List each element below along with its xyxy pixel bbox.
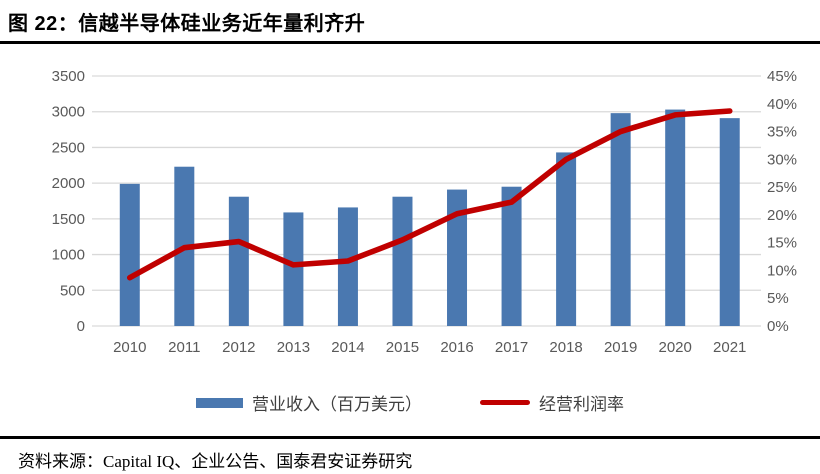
bar-2015 [392,196,413,326]
left-axis-tick: 500 [60,282,85,299]
chart-title: 图 22：信越半导体硅业务近年量利齐升 [8,13,366,35]
left-axis-tick: 0 [77,318,85,335]
bar-2014 [337,207,358,326]
chart-canvas: 0 500 1000 1500 2000 2500 3000 3500 0% 5% 10% 15% 20… [52,68,797,356]
legend-bar-swatch [196,397,243,408]
legend-line-swatch [480,400,530,405]
left-axis-tick: 2500 [52,139,85,156]
x-axis-label-2018: 2018 [549,339,582,356]
right-axis-tick: 0% [767,318,789,335]
right-axis-tick: 45% [767,68,797,85]
legend-line-label: 经营利润率 [539,395,624,414]
x-axis-label-2021: 2021 [713,339,746,356]
left-axis-tick: 1500 [52,211,85,228]
right-axis-tick: 20% [767,207,797,224]
bar-2017 [501,186,522,326]
bar-2020 [665,109,686,326]
chart-legend: 营业收入（百万美元） 经营利润率 [0,390,820,415]
bar-2016 [447,189,468,326]
x-axis-label-2017: 2017 [495,339,528,356]
right-axis-tick: 5% [767,290,789,307]
legend-item-margin: 经营利润率 [480,390,624,415]
x-axis-label-2015: 2015 [386,339,419,356]
bar-2013 [283,212,304,326]
x-axis-label-2014: 2014 [331,339,364,356]
x-axis-label-2019: 2019 [604,339,637,356]
source-note: 资料来源：Capital IQ、企业公告、国泰君安证券研究 [18,452,413,471]
right-axis-tick: 10% [767,262,797,279]
right-axis-tick: 40% [767,96,797,113]
line-operating-margin [126,108,733,281]
x-axis-label-2011: 2011 [168,339,200,356]
title-underline [0,41,820,44]
right-axis-tick: 25% [767,179,797,196]
left-axis-tick: 1000 [52,247,85,264]
bar-2021 [719,118,740,327]
bar-2010 [119,183,140,326]
x-axis-label-2012: 2012 [222,339,255,356]
left-axis-tick: 2000 [52,175,85,192]
right-axis-tick: 35% [767,124,797,141]
legend-item-revenue: 营业收入（百万美元） [196,390,422,415]
bar-2018 [556,152,577,326]
x-axis-label-2013: 2013 [277,339,310,356]
footer: 资料来源：Capital IQ、企业公告、国泰君安证券研究 [0,436,820,472]
right-axis-tick: 30% [767,151,797,168]
left-axis-tick: 3500 [52,68,85,85]
right-axis-tick: 15% [767,235,797,252]
x-axis-label-2016: 2016 [440,339,473,356]
bar-2012 [228,196,249,326]
legend-bar-label: 营业收入（百万美元） [252,395,422,414]
left-axis-tick: 3000 [52,104,85,121]
x-axis-label-2020: 2020 [659,339,692,356]
bar-2019 [610,113,631,326]
x-axis-label-2010: 2010 [113,339,146,356]
